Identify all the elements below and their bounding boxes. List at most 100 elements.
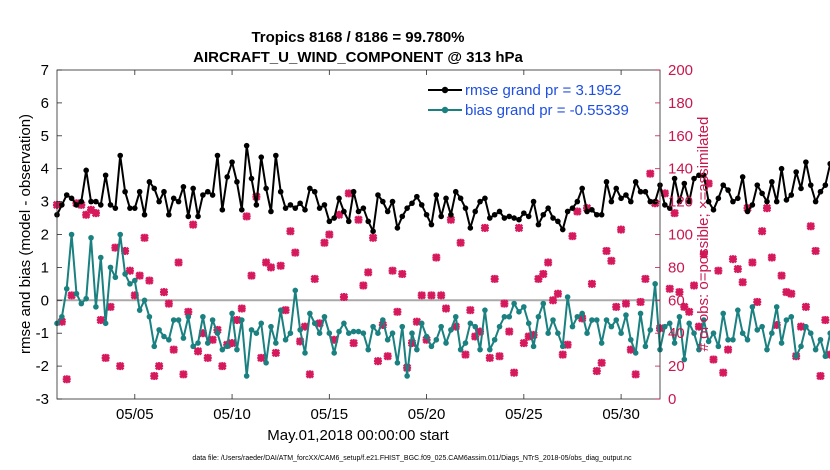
obs-assimilated-marker <box>801 302 811 311</box>
bias-point <box>156 327 162 333</box>
bias-point <box>78 300 85 307</box>
rmse-point <box>93 198 99 205</box>
y-tick-label: -2 <box>36 358 49 375</box>
obs-assimilated-marker <box>441 304 451 313</box>
rmse-point <box>384 208 391 215</box>
rmse-point <box>739 174 746 180</box>
rmse-point <box>803 159 809 165</box>
rmse-point <box>336 195 342 202</box>
y-tick-label: 1 <box>41 259 49 276</box>
rmse-point <box>822 182 829 188</box>
bias-point <box>59 313 65 320</box>
rmse-point <box>238 207 245 213</box>
obs-assimilated-marker <box>398 269 407 279</box>
bias-point <box>97 254 104 261</box>
obs-assimilated-marker <box>135 271 144 280</box>
rmse-point <box>486 215 493 221</box>
bias-point <box>691 330 697 337</box>
rmse-point <box>195 213 201 220</box>
rmse-point <box>345 218 352 225</box>
rmse-point <box>185 213 192 220</box>
rmse-point <box>161 188 167 195</box>
bias-point <box>477 346 483 353</box>
obs-assimilated-marker <box>592 366 601 376</box>
rmse-point <box>258 154 265 160</box>
rmse-point <box>107 202 114 208</box>
rmse-point <box>662 202 668 208</box>
bias-point <box>341 320 347 327</box>
y2-axis-label: # of obs: o=possible; ×=assimilated <box>695 117 712 352</box>
obs-assimilated-marker <box>237 304 246 313</box>
rmse-point <box>273 152 279 159</box>
obs-assimilated-marker <box>169 345 178 354</box>
rmse-point <box>132 205 138 211</box>
bias-point <box>214 330 221 337</box>
obs-assimilated-marker <box>359 281 368 290</box>
bias-point <box>681 356 688 363</box>
rmse-point <box>136 188 143 195</box>
rmse-point <box>686 198 692 205</box>
rmse-point <box>501 215 508 221</box>
rmse-point <box>380 198 386 205</box>
rmse-point <box>180 183 187 190</box>
rmse-point <box>433 192 440 198</box>
rmse-point <box>608 198 615 205</box>
bias-point <box>603 317 610 323</box>
y-axis-left: -3 -2 -1 0 1 2 3 4 5 6 7 <box>36 62 62 408</box>
obs-assimilated-marker <box>417 291 426 300</box>
bias-point <box>710 330 717 337</box>
rmse-point <box>632 179 639 185</box>
rmse-point <box>418 202 425 208</box>
legend-bias-marker <box>441 106 449 114</box>
obs-assimilated-marker <box>723 345 733 354</box>
obs-assimilated-marker <box>689 281 699 290</box>
bias-line <box>56 233 830 377</box>
rmse-point <box>798 185 804 192</box>
rmse-point <box>209 192 216 198</box>
y-tick-label: 4 <box>41 161 49 178</box>
rmse-point <box>715 195 722 202</box>
bias-point <box>219 346 226 353</box>
rmse-point <box>63 192 70 198</box>
y2-tick-label: 160 <box>668 128 693 145</box>
y-tick-label: -3 <box>36 391 49 408</box>
y2-tick-label: 120 <box>668 194 693 211</box>
obs-assimilated-marker <box>432 253 441 262</box>
bias-point <box>389 330 396 337</box>
obs-assimilated-marker <box>636 297 645 307</box>
bias-point <box>127 281 133 287</box>
bias-point <box>263 360 269 366</box>
obs-assimilated-marker <box>208 335 217 344</box>
rmse-point <box>97 202 104 208</box>
rmse-point <box>764 198 770 205</box>
bias-point <box>666 320 673 327</box>
rmse-point <box>642 188 649 195</box>
rmse-point <box>428 221 435 228</box>
obs-assimilated-marker <box>787 289 796 298</box>
obs-assimilated-marker <box>150 371 159 381</box>
bias-point <box>146 313 153 320</box>
rmse-point <box>59 202 65 208</box>
obs-assimilated-marker <box>685 307 694 316</box>
bias-point <box>769 330 775 337</box>
x-tick-label: 05/30 <box>602 406 640 423</box>
obs-assimilated-marker <box>96 315 105 325</box>
obs-assimilated-marker <box>203 353 212 362</box>
obs-assimilated-marker <box>816 371 825 381</box>
rmse-point <box>248 175 255 182</box>
rmse-point <box>175 198 182 205</box>
obs-assimilated-marker <box>116 361 125 371</box>
rmse-point <box>423 211 430 218</box>
bias-point <box>292 287 299 294</box>
rmse-point <box>443 195 449 202</box>
x-tick-label: 05/05 <box>116 406 154 423</box>
obs-assimilated-marker <box>675 287 684 297</box>
obs-assimilated-marker <box>548 296 558 305</box>
rmse-point <box>613 185 620 192</box>
obs-assimilated-marker <box>821 315 830 325</box>
y2-tick-label: 20 <box>668 358 685 375</box>
bias-point <box>122 271 128 277</box>
bias-point <box>195 340 201 346</box>
bias-point <box>399 323 406 330</box>
bias-point <box>93 304 99 310</box>
